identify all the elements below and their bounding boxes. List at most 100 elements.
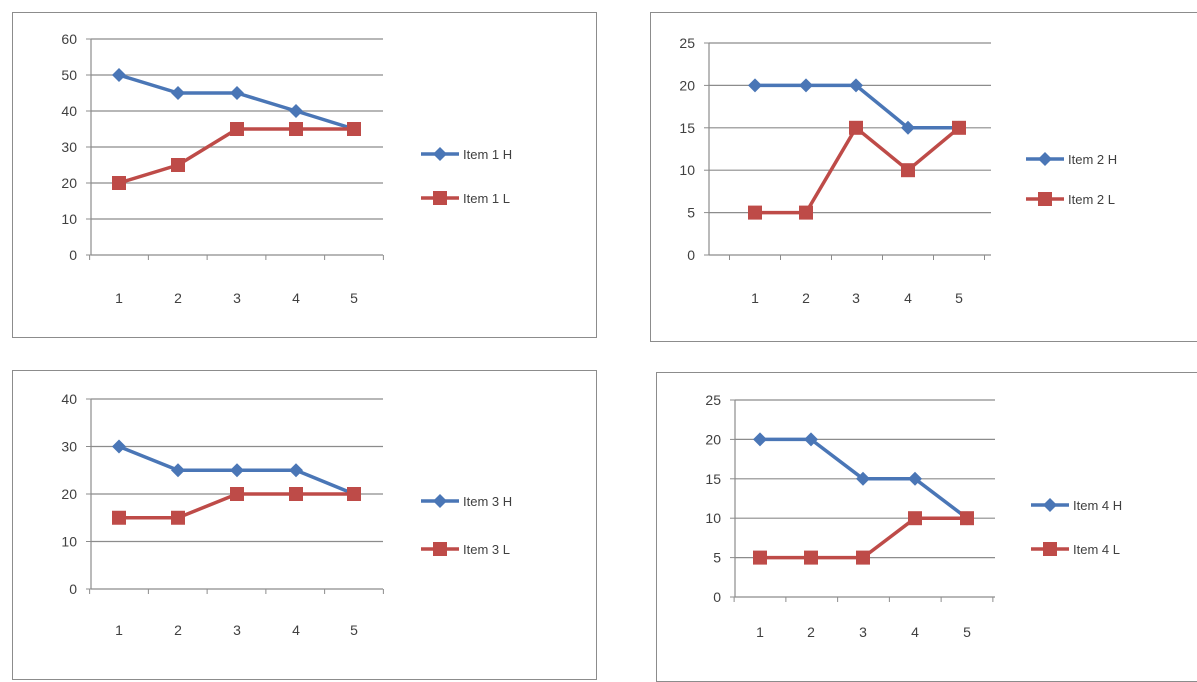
chart-4-legend-1-label: Item 4 H <box>1073 498 1122 513</box>
chart-3-series-1-point <box>112 439 126 454</box>
chart-3-y-tick-label: 30 <box>61 439 77 455</box>
chart-1-series-2-point <box>171 158 185 172</box>
chart-2-x-tick-label: 3 <box>852 290 860 306</box>
chart-3-series-1-point <box>230 463 244 478</box>
chart-4-y-tick-label: 25 <box>705 392 721 408</box>
chart-3-series-2-point <box>112 510 126 525</box>
chart-2-y-tick-label: 5 <box>687 205 695 221</box>
chart-2-y-tick-label: 15 <box>679 120 695 136</box>
chart-1-y-tick-label: 20 <box>61 175 77 191</box>
chart-1-legend-1-marker <box>433 147 447 161</box>
chart-1-series-2-point <box>112 176 126 190</box>
chart-4-series-2-point <box>804 550 818 565</box>
chart-4-legend-2-label: Item 4 L <box>1073 542 1120 557</box>
chart-1-x-tick-label: 3 <box>233 290 241 306</box>
chart-3-legend-2-label: Item 3 L <box>463 542 510 557</box>
chart-3-series-1-point <box>171 463 185 478</box>
chart-2-series-2-point <box>901 163 915 178</box>
chart-2-series-2-point <box>799 205 813 220</box>
chart-2-series-2-point <box>849 120 863 135</box>
chart-4-x-tick-label: 3 <box>859 624 867 640</box>
chart-1-series-1-point <box>171 86 185 100</box>
chart-3-x-tick-label: 5 <box>350 622 358 638</box>
chart-1-series-1-point <box>289 104 303 118</box>
chart-2-legend-2-marker <box>1038 192 1052 206</box>
chart-3-legend-1-label: Item 3 H <box>463 494 512 509</box>
chart-3-x-tick-label: 1 <box>115 622 123 638</box>
chart-1-series-2-line <box>118 127 354 185</box>
chart-1-legend-2-marker <box>433 191 447 205</box>
chart-1-series-2-point <box>347 122 361 136</box>
chart-3-y-tick-label: 10 <box>61 534 77 550</box>
chart-1-legend-2-label: Item 1 L <box>463 191 510 206</box>
chart-2-series-2-point <box>748 205 762 220</box>
chart-1-y-tick-label: 30 <box>61 139 77 155</box>
chart-2-series-1-point <box>901 120 915 135</box>
chart-4-series-1-point <box>908 471 922 486</box>
chart-3-series-2-point <box>230 487 244 501</box>
chart-2-svg: 0 5 10 15 20 25 1 2 3 4 5 Item 2 H Item 2 L <box>679 35 1117 306</box>
chart-4-series-1-point <box>856 471 870 486</box>
chart-2-x-tick-label: 5 <box>955 290 963 306</box>
chart-1-y-tick-label: 50 <box>61 67 77 83</box>
chart-4-x-tick-label: 1 <box>756 624 764 640</box>
chart-3-series-2-point <box>347 487 361 501</box>
chart-2-y-tick-label: 25 <box>679 35 695 51</box>
chart-4-series-2-point <box>753 550 767 565</box>
chart-4-series-1-point <box>753 432 767 447</box>
chart-2-legend-1-label: Item 2 H <box>1068 152 1117 167</box>
chart-3-series-2-point <box>289 487 303 501</box>
chart-4-x-tick-label: 2 <box>807 624 815 640</box>
chart-3-x-tick-label: 4 <box>292 622 300 638</box>
chart-4-series-1-point <box>804 432 818 447</box>
chart-panel-1: 0 10 20 30 40 50 60 1 2 3 4 5 Item 1 H Item 1 L <box>12 12 597 338</box>
chart-2-y-tick-label: 0 <box>687 247 695 263</box>
chart-4-y-tick-label: 5 <box>713 550 721 566</box>
chart-2-series-1-point <box>748 78 762 93</box>
chart-3-svg: 0 10 20 30 40 1 2 3 4 5 Item 3 H Item 3 L <box>61 391 512 638</box>
chart-3-y-tick-label: 20 <box>61 486 77 502</box>
chart-2-series-1-point <box>849 78 863 93</box>
chart-2-series-1-point <box>799 78 813 93</box>
chart-1-series-1-line <box>118 73 355 131</box>
chart-1-y-tick-label: 10 <box>61 211 77 227</box>
chart-panel-2: 0 5 10 15 20 25 1 2 3 4 5 Item 2 H Item 2 L <box>650 12 1197 342</box>
chart-1-series-1-point <box>112 68 126 82</box>
chart-1-y-tick-label: 60 <box>61 31 77 47</box>
chart-panel-3: 0 10 20 30 40 1 2 3 4 5 Item 3 H Item 3 L <box>12 370 597 680</box>
chart-3-series-1-point <box>289 463 303 478</box>
chart-2-x-tick-label: 1 <box>751 290 759 306</box>
chart-4-series-2-point <box>960 511 974 526</box>
chart-3-legend-1-marker <box>433 494 447 508</box>
chart-3-y-tick-label: 0 <box>69 581 77 597</box>
chart-1-y-tick-label: 40 <box>61 103 77 119</box>
chart-4-y-tick-label: 0 <box>713 589 721 605</box>
chart-3-y-tick-label: 40 <box>61 391 77 407</box>
chart-1-x-tick-label: 1 <box>115 290 123 306</box>
chart-2-series-2-point <box>952 120 966 135</box>
chart-4-y-tick-label: 20 <box>705 431 721 447</box>
chart-1-y-tick-label: 0 <box>69 247 77 263</box>
chart-1-x-tick-label: 4 <box>292 290 300 306</box>
chart-4-series-2-point <box>908 511 922 526</box>
chart-1-series-1-point <box>230 86 244 100</box>
chart-2-x-tick-label: 4 <box>904 290 912 306</box>
chart-4-svg: 0 5 10 15 20 25 1 2 3 4 5 Item 4 H Item 4 L <box>705 392 1122 640</box>
chart-4-x-tick-label: 5 <box>963 624 971 640</box>
chart-4-series-2-point <box>856 550 870 565</box>
chart-2-legend-2-label: Item 2 L <box>1068 192 1115 207</box>
chart-1-series-2-point <box>230 122 244 136</box>
chart-4-legend-2-marker <box>1043 542 1057 556</box>
chart-1-x-tick-label: 5 <box>350 290 358 306</box>
chart-panel-4: 0 5 10 15 20 25 1 2 3 4 5 Item 4 H Item 4 L <box>656 372 1197 682</box>
chart-3-legend-2-marker <box>433 542 447 556</box>
chart-2-x-tick-label: 2 <box>802 290 810 306</box>
chart-4-y-tick-label: 10 <box>705 510 721 526</box>
chart-2-legend-1-marker <box>1038 152 1052 166</box>
chart-4-y-tick-label: 15 <box>705 471 721 487</box>
chart-1-x-tick-label: 2 <box>174 290 182 306</box>
chart-1-series-2-point <box>289 122 303 136</box>
chart-2-y-tick-label: 10 <box>679 162 695 178</box>
chart-1-legend-1-label: Item 1 H <box>463 147 512 162</box>
chart-4-x-tick-label: 4 <box>911 624 919 640</box>
